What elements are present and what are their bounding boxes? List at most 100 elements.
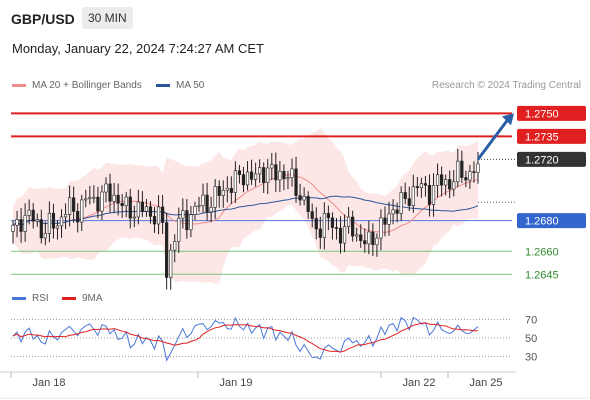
candle	[15, 210, 19, 238]
candle-body	[456, 160, 460, 183]
candle	[306, 191, 310, 219]
x-tick-label: Jan 22	[402, 377, 435, 389]
candle	[460, 150, 464, 183]
candle-body	[371, 231, 375, 246]
legend-swatch-9ma	[62, 297, 76, 300]
candle	[63, 203, 68, 230]
candle	[55, 220, 60, 240]
legend-label-rsi: RSI	[32, 293, 49, 304]
candle-body	[342, 226, 347, 244]
candle	[116, 183, 120, 216]
target-arrow-shaft	[476, 118, 510, 161]
candle	[395, 202, 399, 223]
candle	[262, 162, 266, 193]
candle	[84, 189, 88, 208]
candle-body	[225, 187, 229, 191]
candle	[399, 186, 403, 221]
candle	[282, 164, 286, 191]
candle	[448, 170, 452, 199]
candle-body	[338, 227, 343, 244]
candle-body	[395, 209, 399, 214]
candle	[444, 174, 448, 196]
candle-body	[59, 216, 64, 227]
candle	[156, 195, 161, 235]
candle	[35, 213, 39, 227]
level-lines-layer	[11, 112, 516, 275]
level-tag-bg	[517, 151, 586, 167]
candle-body	[31, 209, 35, 222]
level-tag-1.2750: 1.2750	[517, 105, 586, 121]
candle-body	[411, 186, 415, 206]
candle	[318, 216, 322, 249]
candle-body	[266, 167, 270, 183]
legend-swatch-ma50	[156, 84, 170, 87]
candle	[371, 223, 375, 257]
candle-body	[112, 194, 116, 202]
candle-body	[116, 194, 120, 204]
candle-body	[63, 214, 68, 218]
rsi-tick-label: 70	[525, 314, 537, 326]
candle-body	[415, 186, 419, 188]
candle-body	[476, 163, 480, 173]
candle	[468, 165, 472, 189]
level-tag-bg	[517, 213, 586, 229]
timeframe-badge[interactable]: 30 MIN	[82, 7, 133, 29]
target-arrow-layer	[476, 113, 514, 161]
level-tag-label: 1.2680	[525, 216, 559, 228]
copyright-text: Research © 2024 Trading Central	[431, 80, 581, 91]
candle-body	[290, 168, 294, 178]
candle	[43, 221, 47, 246]
candle	[31, 202, 35, 229]
candle	[76, 203, 80, 233]
candle	[47, 201, 51, 243]
candle-body	[419, 183, 423, 188]
candle-body	[375, 237, 379, 246]
candle-body	[209, 207, 213, 213]
candle	[387, 201, 391, 236]
candle-body	[249, 171, 254, 180]
level-tag-label: 1.2735	[525, 131, 559, 143]
legend-swatch-ma20	[12, 84, 26, 87]
candle-body	[161, 206, 165, 223]
candle-body	[15, 219, 19, 226]
x-tick-label: Jan 18	[32, 377, 65, 389]
candle-body	[136, 201, 140, 218]
candle	[391, 199, 395, 225]
candle-body	[177, 217, 181, 242]
candle	[330, 212, 335, 240]
candle-body	[76, 211, 80, 223]
level-tag-label: 1.2720	[525, 154, 559, 166]
candle-body	[452, 181, 456, 190]
candle	[456, 148, 460, 188]
candle-body	[298, 195, 302, 201]
candle-body	[318, 228, 322, 238]
candle	[201, 183, 205, 213]
level-tag-1.2735: 1.2735	[517, 128, 586, 144]
candle-body	[306, 196, 310, 212]
candle	[245, 161, 250, 191]
candle	[124, 191, 128, 218]
candle	[464, 170, 468, 188]
candle-body	[278, 171, 282, 181]
candle-body	[387, 213, 391, 225]
candle	[363, 228, 367, 253]
candle-body	[347, 216, 351, 227]
candle	[152, 206, 157, 233]
candle-body	[43, 233, 47, 239]
candle	[229, 176, 233, 204]
candle-body	[302, 196, 306, 201]
candle-body	[39, 219, 43, 239]
candle	[193, 201, 197, 221]
candle	[415, 177, 419, 197]
candle-body	[326, 213, 330, 219]
candle-body	[233, 170, 237, 193]
candle-body	[464, 177, 468, 181]
candle-body	[468, 171, 472, 181]
candle	[472, 161, 476, 183]
level-tag-bg	[517, 128, 586, 144]
candle-body	[435, 174, 440, 186]
candle-body	[169, 249, 173, 278]
candle	[347, 207, 351, 234]
candle-body	[330, 217, 335, 228]
